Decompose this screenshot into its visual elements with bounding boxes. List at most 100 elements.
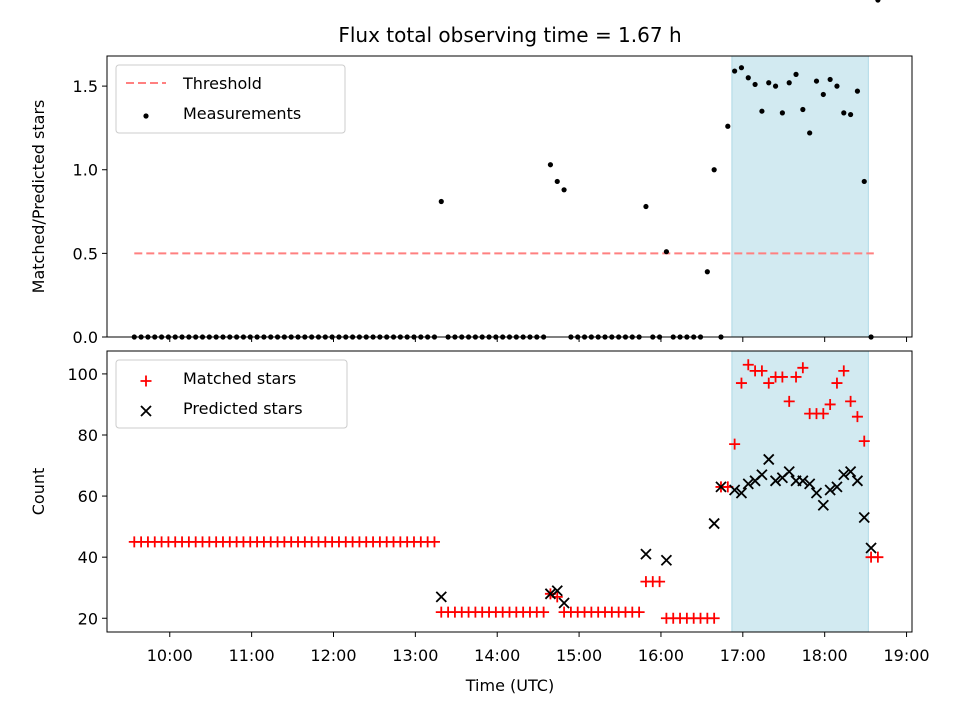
plot-frame — [106, 55, 913, 338]
series-1-1 — [435, 453, 877, 609]
y-axis-title: Count — [29, 468, 48, 516]
y-axis-title: Matched/Predicted stars — [29, 100, 48, 294]
legend: Threshold Measurements — [115, 64, 346, 134]
x-tick-label: 13:00 — [392, 646, 438, 665]
data-point — [797, 475, 809, 487]
data-point — [551, 585, 563, 597]
y-tick-label: 1.5 — [73, 77, 98, 96]
data-point — [711, 167, 717, 173]
data-point — [827, 76, 833, 83]
data-point — [633, 606, 645, 618]
x-tick-label: 19:00 — [883, 646, 929, 665]
legend-label: Matched stars — [183, 369, 296, 388]
y-tick-label: 20 — [78, 609, 98, 628]
data-point — [783, 395, 795, 407]
data-point — [845, 395, 857, 407]
data-point — [831, 481, 843, 493]
data-point — [841, 110, 847, 116]
data-point — [735, 487, 748, 499]
x-tick-label: 11:00 — [229, 646, 275, 665]
data-point — [848, 111, 854, 118]
data-point — [831, 377, 843, 389]
legend-label: Predicted stars — [183, 399, 303, 418]
data-point — [732, 68, 738, 74]
y-tick-label: 1.0 — [73, 161, 98, 180]
y-tick-label: 40 — [78, 548, 98, 567]
data-point — [763, 377, 775, 389]
x-tick-label: 14:00 — [474, 646, 520, 665]
data-point — [858, 435, 870, 447]
data-point — [752, 81, 758, 88]
x-tick-label: 15:00 — [556, 646, 602, 665]
chart-title: Flux total observing time = 1.67 h — [338, 23, 681, 47]
data-point — [763, 453, 775, 466]
data-point — [715, 481, 727, 493]
data-point — [786, 80, 792, 86]
legend-box — [115, 64, 346, 134]
data-point — [428, 536, 440, 548]
data-point — [783, 466, 795, 478]
data-point — [554, 178, 560, 185]
data-point — [544, 588, 557, 600]
data-point — [797, 362, 809, 374]
data-point — [858, 511, 870, 524]
data-point — [558, 597, 570, 609]
data-point — [766, 80, 772, 86]
data-point — [729, 438, 741, 450]
data-point — [851, 475, 864, 487]
data-point — [861, 178, 867, 185]
data-point — [824, 398, 836, 410]
x-tick-label: 10:00 — [147, 646, 193, 665]
data-point — [660, 554, 673, 566]
x-tick-label: 18:00 — [802, 646, 848, 665]
data-point — [728, 484, 741, 496]
legend-swatch — [140, 405, 152, 417]
data-point — [759, 108, 765, 114]
data-point — [817, 499, 829, 511]
x-tick-label: 12:00 — [310, 646, 356, 665]
data-point — [834, 83, 840, 89]
data-point — [756, 365, 768, 377]
data-point — [735, 377, 747, 389]
data-point — [838, 365, 850, 377]
data-point — [769, 475, 782, 487]
data-point — [654, 576, 666, 588]
data-point — [435, 591, 447, 603]
data-point — [800, 106, 806, 113]
data-point — [854, 88, 861, 94]
data-point — [756, 469, 768, 481]
data-point — [820, 91, 826, 98]
data-point — [824, 484, 836, 496]
data-point — [438, 198, 444, 205]
data-point — [547, 162, 554, 168]
data-point — [708, 517, 720, 530]
legend-label: Measurements — [183, 104, 301, 123]
data-point — [813, 78, 820, 84]
data-point — [745, 75, 751, 81]
data-point — [538, 606, 550, 618]
data-point — [643, 203, 649, 210]
data-point — [742, 359, 754, 371]
data-point — [790, 371, 802, 383]
data-point — [865, 542, 877, 554]
legend-label: Threshold — [182, 74, 262, 93]
data-point — [738, 65, 745, 71]
data-point — [810, 487, 823, 499]
data-point — [851, 411, 863, 423]
plot-frame — [106, 350, 913, 633]
data-point — [817, 408, 829, 420]
y-tick-label: 60 — [78, 487, 98, 506]
data-point — [779, 110, 785, 116]
data-point — [640, 548, 652, 560]
data-point — [844, 466, 857, 478]
legend: Matched stars Predicted stars — [115, 359, 348, 429]
y-tick-label: 0.5 — [73, 244, 98, 263]
legend-swatch — [143, 113, 149, 119]
data-point — [838, 469, 850, 481]
x-tick-label: 17:00 — [720, 646, 766, 665]
data-point — [804, 478, 816, 490]
data-point — [793, 71, 799, 77]
highlight-span — [731, 350, 869, 633]
data-point — [776, 371, 788, 383]
y-tick-label: 100 — [67, 365, 98, 384]
